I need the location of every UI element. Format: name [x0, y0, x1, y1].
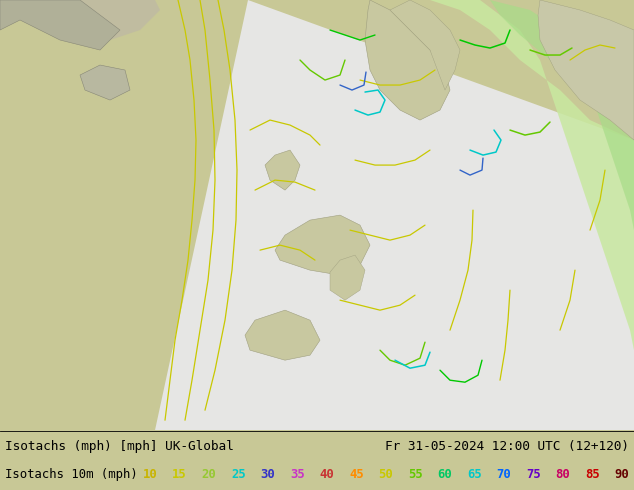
Polygon shape — [390, 0, 460, 90]
Text: 60: 60 — [437, 467, 453, 481]
Polygon shape — [365, 0, 450, 120]
Text: 80: 80 — [555, 467, 571, 481]
Polygon shape — [0, 0, 160, 40]
Polygon shape — [245, 310, 320, 360]
Text: 40: 40 — [320, 467, 334, 481]
Text: 10: 10 — [143, 467, 157, 481]
Polygon shape — [265, 150, 300, 190]
Text: Isotachs 10m (mph): Isotachs 10m (mph) — [5, 467, 138, 481]
Polygon shape — [490, 0, 634, 230]
Text: 50: 50 — [378, 467, 393, 481]
Text: 45: 45 — [349, 467, 364, 481]
Text: 85: 85 — [585, 467, 600, 481]
Polygon shape — [80, 65, 130, 100]
Polygon shape — [430, 0, 634, 350]
Text: Isotachs (mph) [mph] UK-Global: Isotachs (mph) [mph] UK-Global — [5, 440, 234, 453]
Polygon shape — [275, 215, 370, 275]
Text: 20: 20 — [202, 467, 216, 481]
Text: 25: 25 — [231, 467, 246, 481]
Text: Fr 31-05-2024 12:00 UTC (12+120): Fr 31-05-2024 12:00 UTC (12+120) — [385, 440, 629, 453]
Text: 35: 35 — [290, 467, 305, 481]
Polygon shape — [538, 0, 634, 140]
Text: 90: 90 — [614, 467, 630, 481]
Text: 70: 70 — [496, 467, 512, 481]
Text: 30: 30 — [261, 467, 275, 481]
Text: 75: 75 — [526, 467, 541, 481]
Polygon shape — [0, 0, 120, 50]
Text: 55: 55 — [408, 467, 423, 481]
Polygon shape — [155, 0, 634, 430]
Polygon shape — [330, 255, 365, 300]
Text: 15: 15 — [172, 467, 187, 481]
Text: 65: 65 — [467, 467, 482, 481]
